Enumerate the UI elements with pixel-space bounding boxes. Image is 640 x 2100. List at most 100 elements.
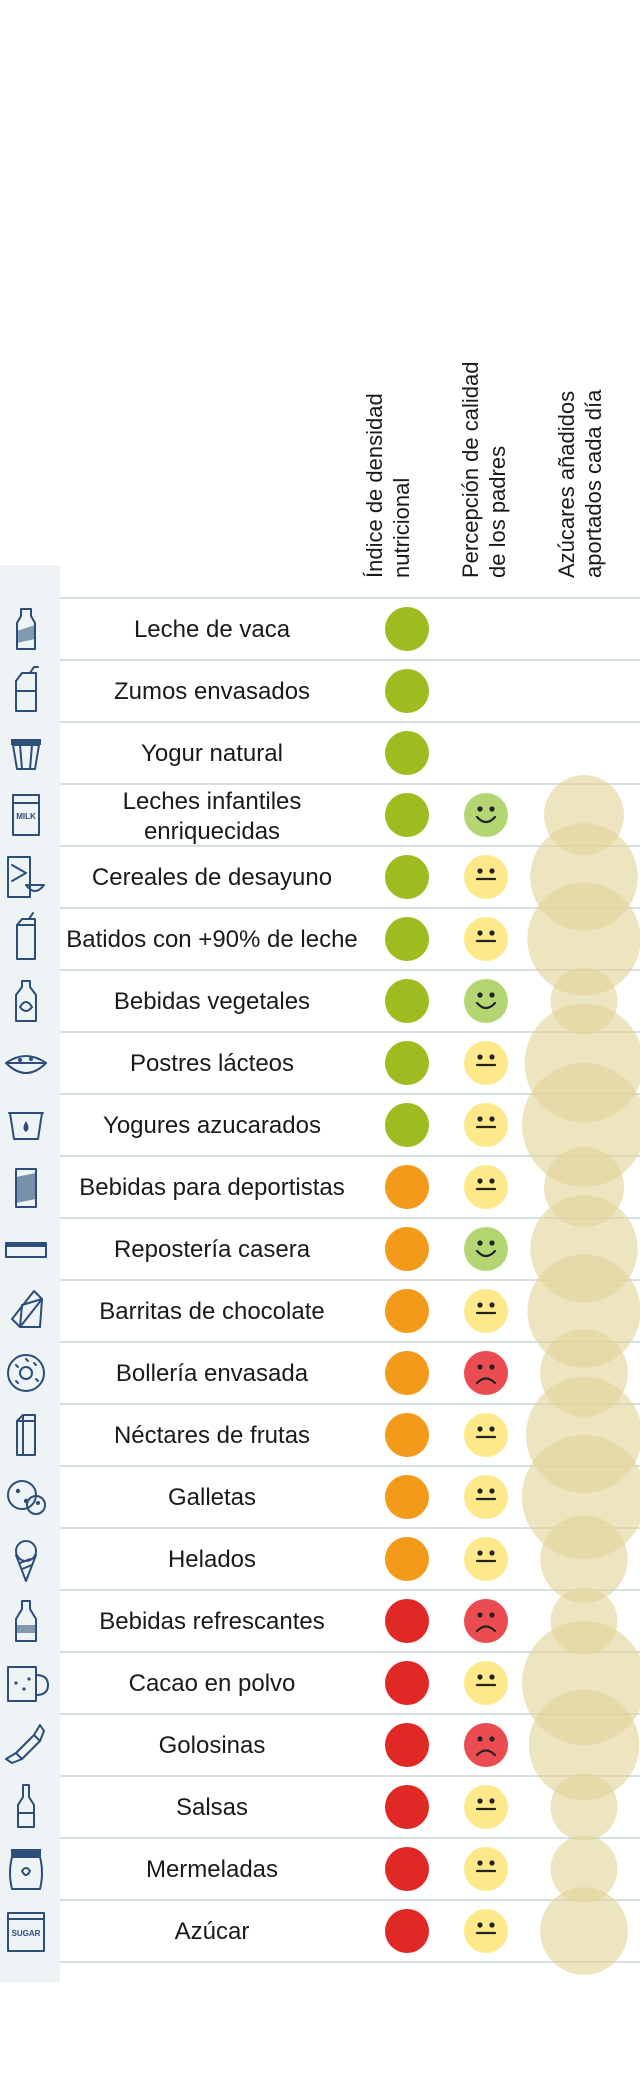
face-mouth: [475, 1001, 497, 1010]
face-eye: [489, 1488, 495, 1494]
nutrient-dot-orange: [385, 1537, 429, 1581]
perception-face-neutral: [464, 917, 508, 961]
icon-text: MILK: [16, 812, 36, 821]
perception-face-neutral: [464, 1785, 508, 1829]
nutrient-dot-red: [385, 1785, 429, 1829]
shake-carton-icon: [16, 912, 36, 960]
cereal-box-icon: [7, 856, 45, 898]
face-disc: [464, 1661, 508, 1705]
face-mouth: [475, 1249, 497, 1258]
column-header-line: de los padres: [485, 446, 510, 578]
face-eye: [477, 1364, 483, 1370]
perception-face-neutral: [464, 1041, 508, 1085]
yogurt-icon: [11, 739, 41, 770]
face-eye: [477, 1488, 483, 1494]
perception-face-happy: [464, 793, 508, 837]
face-mouth: [475, 1749, 497, 1757]
milk-bottle-icon: [16, 608, 36, 650]
soda-bottle-icon: [15, 1600, 37, 1642]
perception-face-happy: [464, 979, 508, 1023]
juice-carton-icon: [15, 666, 39, 712]
face-eye: [489, 806, 495, 812]
face-disc: [464, 793, 508, 837]
face-disc: [464, 1041, 508, 1085]
face-eye: [477, 1674, 483, 1680]
face-eye: [489, 1178, 495, 1184]
nutrient-dot-red: [385, 1661, 429, 1705]
row-label: Galletas: [168, 1484, 256, 1511]
face-disc: [464, 855, 508, 899]
face-disc: [464, 1475, 508, 1519]
face-eye: [489, 1860, 495, 1866]
row-label-line: Mermeladas: [146, 1856, 278, 1883]
plant-drink-bottle-icon: [15, 980, 37, 1022]
row-label-line: Repostería casera: [114, 1236, 311, 1263]
row-label: Repostería casera: [114, 1236, 311, 1263]
face-disc: [464, 1599, 508, 1643]
column-header: Azúcares añadidosaportados cada día: [554, 389, 606, 578]
sugar-bubble: [522, 1063, 640, 1187]
nutrient-dot-green: [385, 607, 429, 651]
row-label: Batidos con +90% de leche: [66, 926, 358, 953]
row-label-line: Zumos envasados: [114, 678, 310, 705]
perception-face-neutral: [464, 1165, 508, 1209]
face-eye: [489, 930, 495, 936]
face-eye: [489, 1240, 495, 1246]
nectar-carton-icon: [16, 1414, 36, 1456]
row-label-line: Salsas: [176, 1794, 248, 1821]
face-disc: [464, 1103, 508, 1147]
face-disc: [464, 1289, 508, 1333]
face-disc: [464, 979, 508, 1023]
row-label: Barritas de chocolate: [99, 1298, 324, 1325]
row-label-line: Batidos con +90% de leche: [66, 926, 358, 953]
face-eye: [477, 868, 483, 874]
perception-face-neutral: [464, 1413, 508, 1457]
row-label-line: Azúcar: [175, 1918, 250, 1945]
row-label-line: Leche de vaca: [134, 616, 291, 643]
face-eye: [477, 1302, 483, 1308]
perception-face-neutral: [464, 1537, 508, 1581]
row-label-line: Yogur natural: [141, 740, 283, 767]
row-label: Mermeladas: [146, 1856, 278, 1883]
row-label: Bollería envasada: [116, 1360, 309, 1387]
sugar-bubble: [540, 1887, 628, 1975]
face-eye: [489, 1798, 495, 1804]
sugar-bubble: [550, 1835, 618, 1903]
face-eye: [489, 1054, 495, 1060]
nutrient-dot-orange: [385, 1413, 429, 1457]
column-header-line: aportados cada día: [581, 389, 606, 578]
face-disc: [464, 1227, 508, 1271]
cookie-icon: [7, 1480, 46, 1515]
face-eye: [477, 992, 483, 998]
perception-face-sad: [464, 1723, 508, 1767]
column-header-line: Percepción de calidad: [458, 362, 483, 578]
row-label: Yogur natural: [141, 740, 283, 767]
milk-box-icon: MILK: [12, 794, 40, 836]
row-label-line: Bollería envasada: [116, 1360, 309, 1387]
perception-face-neutral: [464, 855, 508, 899]
row-label-line: Helados: [168, 1546, 256, 1573]
row-label: Bebidas vegetales: [114, 988, 310, 1015]
perception-face-neutral: [464, 1289, 508, 1333]
nutrient-dot-red: [385, 1847, 429, 1891]
row-label-line: Cacao en polvo: [129, 1670, 296, 1697]
face-eye: [477, 1426, 483, 1432]
cake-icon: [5, 1242, 47, 1258]
nutrient-dot-green: [385, 855, 429, 899]
perception-face-neutral: [464, 1661, 508, 1705]
face-eye: [477, 1736, 483, 1742]
perception-face-happy: [464, 1227, 508, 1271]
sugar-bubble: [540, 1515, 628, 1603]
row-label: Bebidas para deportistas: [79, 1174, 345, 1201]
face-disc: [464, 1165, 508, 1209]
face-eye: [477, 1550, 483, 1556]
nutrient-dot-red: [385, 1599, 429, 1643]
row-label-line: Bebidas para deportistas: [79, 1174, 345, 1201]
row-label-line: Galletas: [168, 1484, 256, 1511]
row-label: Leche de vaca: [134, 616, 291, 643]
face-mouth: [475, 815, 497, 824]
nutrient-dot-green: [385, 1103, 429, 1147]
row-label: Néctares de frutas: [114, 1422, 310, 1449]
row-label-line: Cereales de desayuno: [92, 864, 332, 891]
